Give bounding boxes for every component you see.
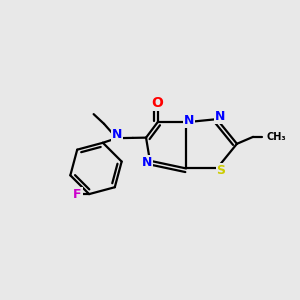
Text: N: N [142, 156, 152, 169]
Text: F: F [73, 188, 82, 201]
Text: N: N [184, 114, 194, 127]
Text: N: N [215, 110, 225, 123]
Text: N: N [112, 128, 122, 141]
Text: O: O [152, 96, 164, 110]
Text: CH₃: CH₃ [267, 132, 286, 142]
Text: S: S [217, 164, 226, 177]
